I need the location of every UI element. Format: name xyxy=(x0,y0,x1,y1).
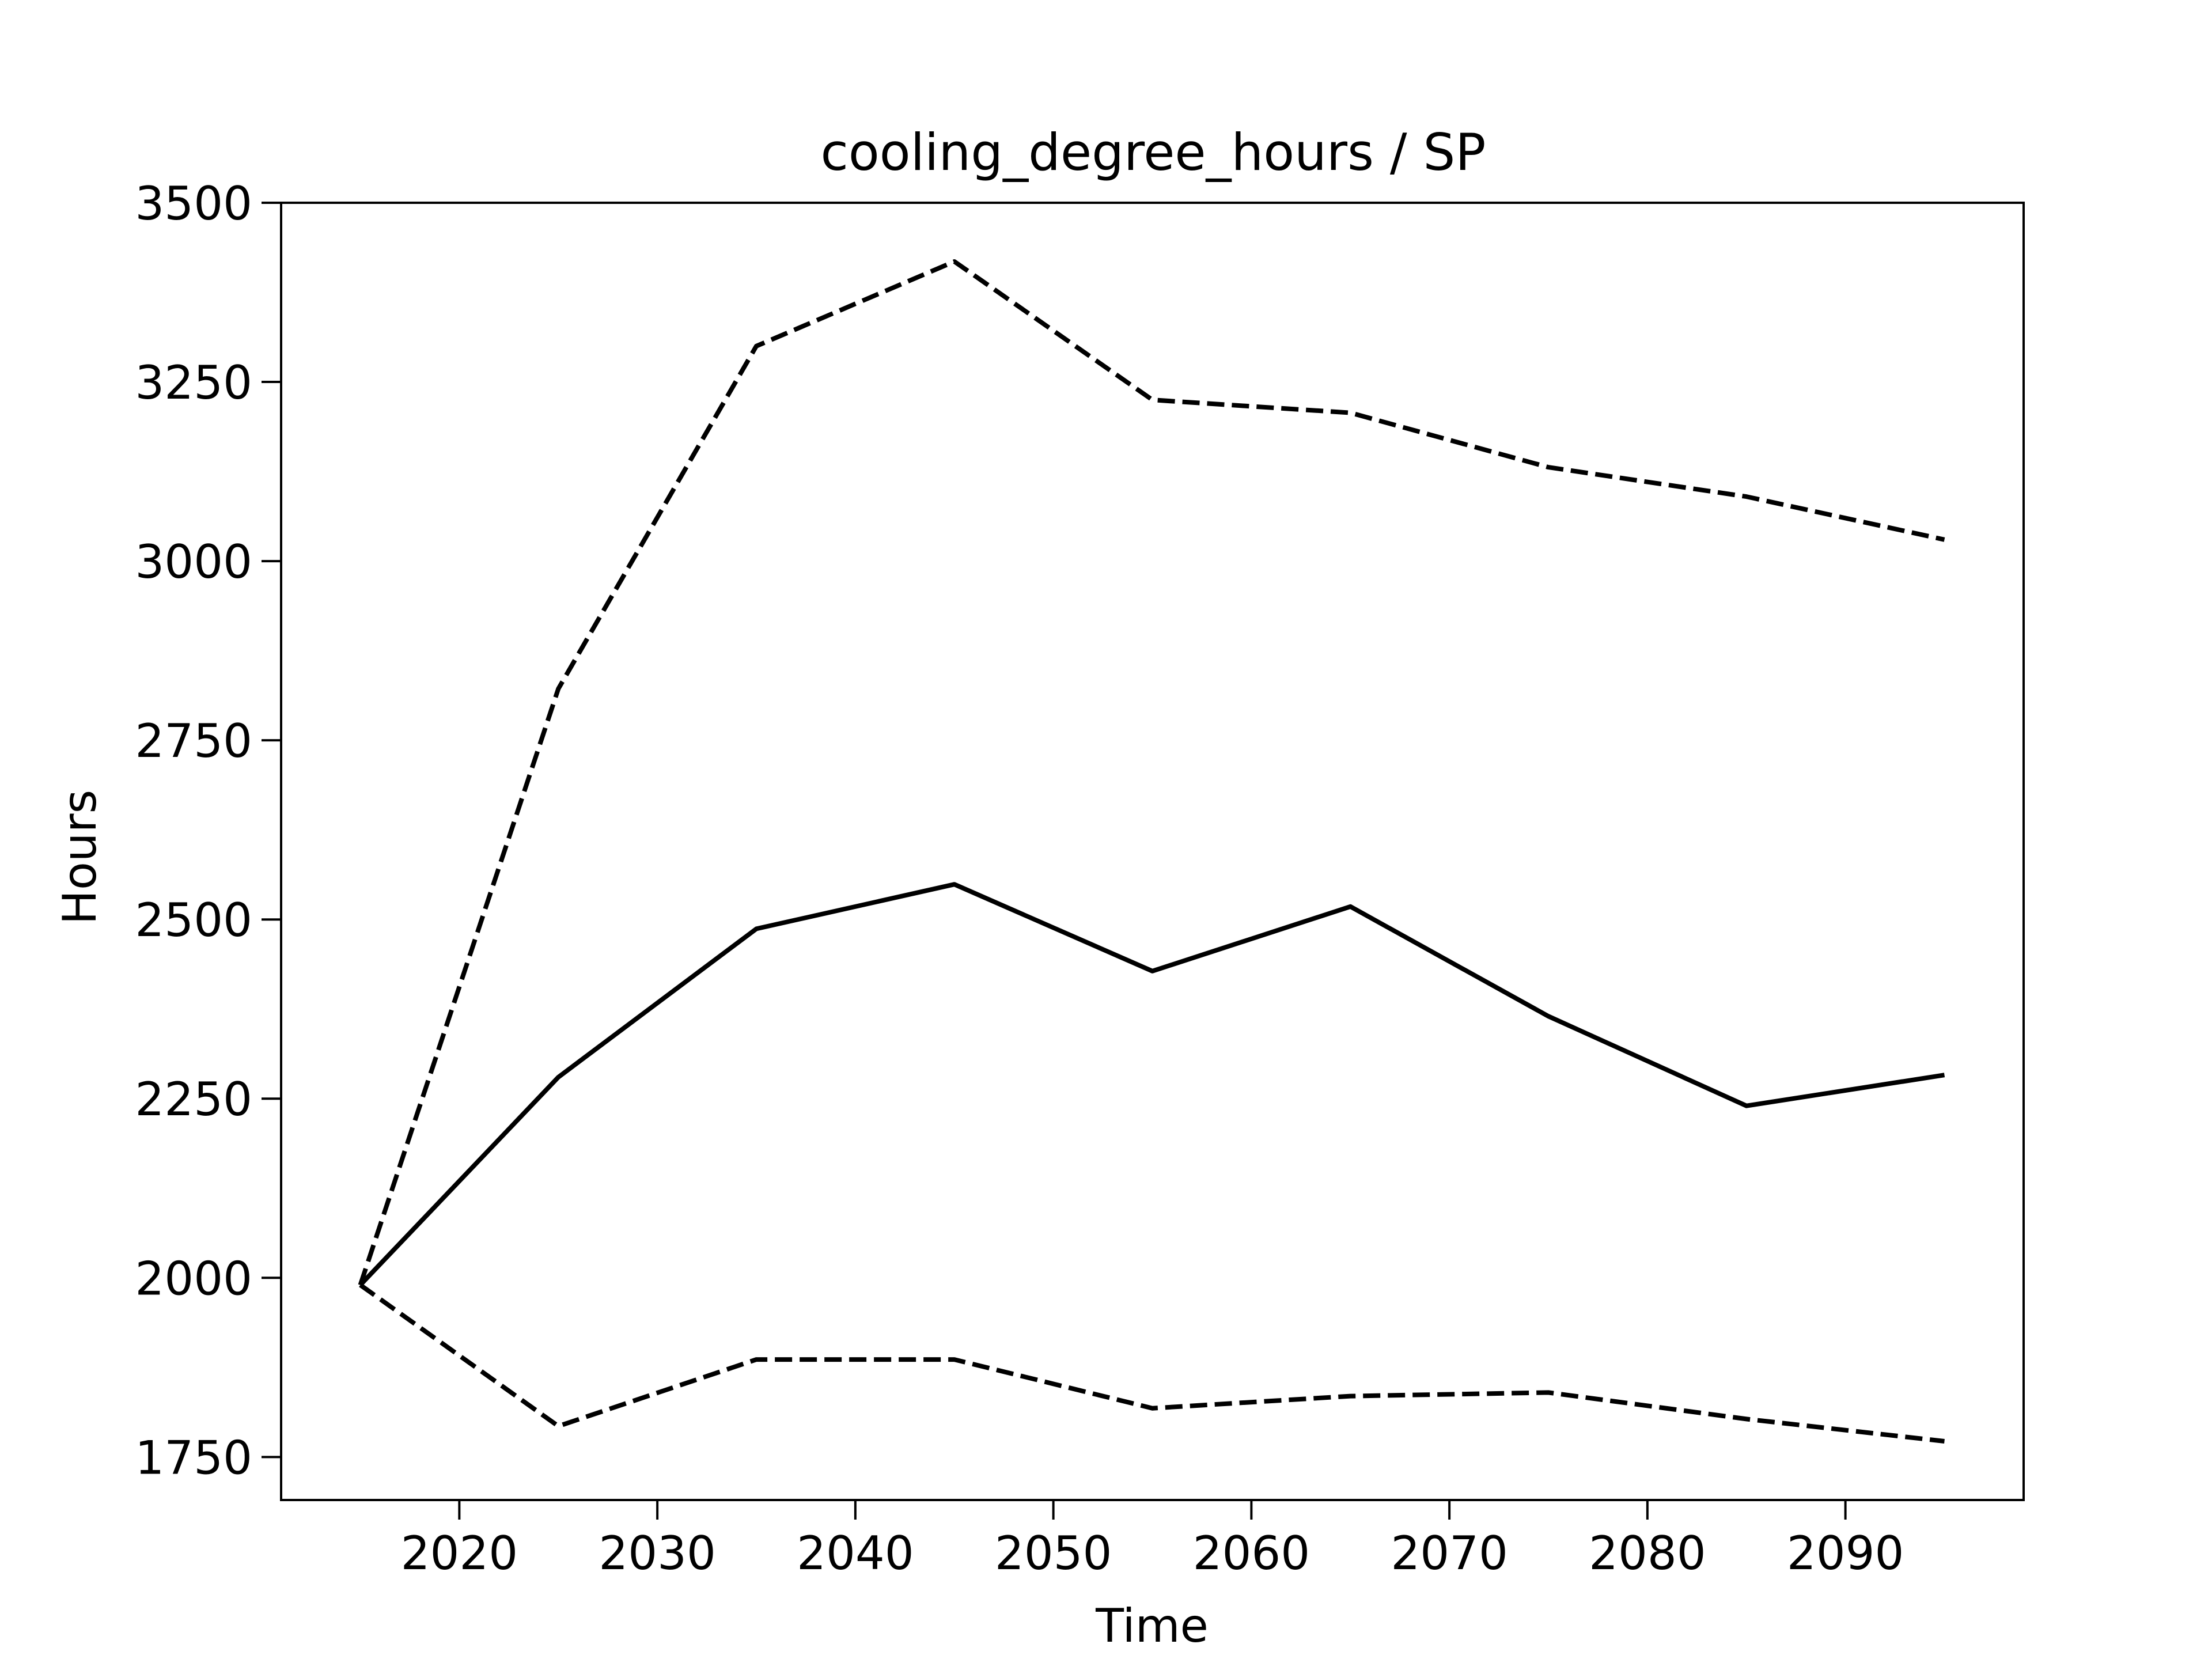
chart-title: cooling_degree_hours / SP xyxy=(821,123,1486,182)
x-tick-label: 2070 xyxy=(1391,1527,1508,1580)
y-tick-label: 3000 xyxy=(135,535,252,589)
series-line-dashed-2 xyxy=(359,1283,1945,1444)
y-tick-label: 3250 xyxy=(135,356,252,410)
x-axis-label: Time xyxy=(1095,1599,1209,1653)
x-tick-label: 2050 xyxy=(995,1527,1112,1580)
y-tick-label: 3500 xyxy=(135,177,252,230)
y-tick-label: 2250 xyxy=(135,1073,252,1126)
series-layer xyxy=(358,259,1945,1444)
y-axis-label: Hours xyxy=(53,790,107,925)
x-tick-label: 2080 xyxy=(1589,1527,1706,1580)
x-tick-label: 2030 xyxy=(599,1527,716,1580)
series-line-solid-0 xyxy=(358,882,1945,1287)
y-tick-label: 2000 xyxy=(135,1252,252,1305)
x-tick-label: 2060 xyxy=(1193,1527,1310,1580)
y-tick-label: 2750 xyxy=(135,714,252,768)
x-tick-label: 2040 xyxy=(797,1527,914,1580)
y-tick-label: 2500 xyxy=(135,893,252,947)
plot-frame xyxy=(280,202,2025,1501)
x-axis: 2020 2030 2040 2050 2060 2070 2080 2090 xyxy=(401,1500,1904,1580)
y-axis: 1750 2000 2250 2500 2750 3000 3250 3500 xyxy=(135,177,281,1484)
series-line-dashed-1 xyxy=(358,259,1945,1286)
y-tick-label: 1750 xyxy=(135,1431,252,1484)
x-tick-label: 2020 xyxy=(401,1527,518,1580)
x-tick-label: 2090 xyxy=(1787,1527,1904,1580)
